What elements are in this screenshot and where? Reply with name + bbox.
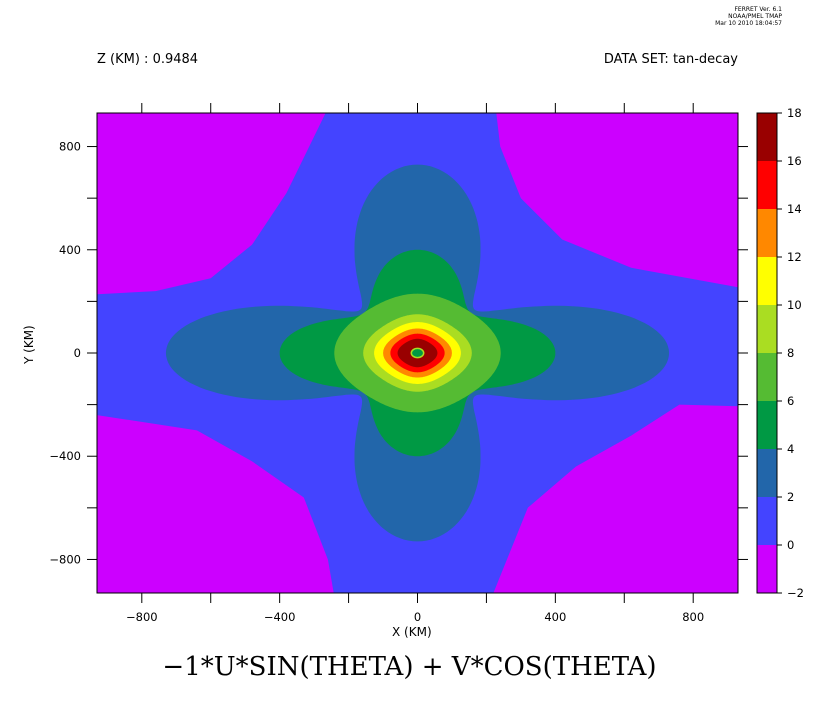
colorbar-label: 8 bbox=[787, 346, 794, 360]
colorbar-swatch bbox=[757, 257, 777, 305]
y-tick-label: 800 bbox=[59, 140, 81, 154]
colorbar-swatch bbox=[757, 161, 777, 209]
colorbar-swatch bbox=[757, 305, 777, 353]
colorbar-swatch bbox=[757, 401, 777, 449]
colorbar-label: 14 bbox=[787, 202, 802, 216]
colorbar-swatch bbox=[757, 497, 777, 545]
z-level-label: Z (KM) : 0.9484 bbox=[97, 52, 199, 67]
y-tick-label: −800 bbox=[49, 552, 81, 566]
x-tick-label: 0 bbox=[414, 610, 421, 624]
colorbar-label: 10 bbox=[787, 298, 802, 312]
ferret-version-stamp: FERRET Ver. 6.1 NOAA/PMEL TMAP Mar 10 20… bbox=[715, 6, 782, 27]
colorbar-label: −2 bbox=[787, 586, 804, 600]
x-tick-label: −800 bbox=[126, 610, 158, 624]
y-tick-label: −400 bbox=[49, 449, 81, 463]
y-tick-label: 0 bbox=[74, 346, 81, 360]
colorbar-label: 12 bbox=[787, 250, 802, 264]
plot-expression-title: −1*U*SIN(THETA) + V*COS(THETA) bbox=[162, 652, 657, 682]
version-line: NOAA/PMEL TMAP bbox=[728, 13, 782, 20]
colorbar-label: 4 bbox=[787, 442, 794, 456]
x-tick-label: 800 bbox=[682, 610, 704, 624]
x-axis-label: X (KM) bbox=[392, 625, 432, 639]
dataset-label: DATA SET: tan-decay bbox=[603, 52, 738, 67]
colorbar-swatch bbox=[757, 353, 777, 401]
x-tick-label: 400 bbox=[544, 610, 566, 624]
center-core bbox=[410, 347, 425, 359]
axes: −800 −400 0 400 800 800 400 0 −400 −800 bbox=[49, 103, 748, 624]
version-line: FERRET Ver. 6.1 bbox=[734, 6, 782, 13]
contour-field bbox=[97, 113, 738, 593]
colorbar-label: 2 bbox=[787, 490, 794, 504]
x-tick-label: −400 bbox=[264, 610, 296, 624]
colorbar-label: 0 bbox=[787, 538, 794, 552]
colorbar-label: 18 bbox=[787, 106, 802, 120]
y-tick-label: 400 bbox=[59, 243, 81, 257]
colorbar-swatch bbox=[757, 113, 777, 161]
colorbar-swatch bbox=[757, 545, 777, 593]
colorbar-swatch bbox=[757, 449, 777, 497]
colorbar: 18 16 14 12 10 8 6 4 2 0 −2 bbox=[756, 106, 804, 600]
y-axis-label: Y (KM) bbox=[22, 325, 36, 364]
colorbar-label: 16 bbox=[787, 154, 802, 168]
version-line: Mar 10 2010 18:04:57 bbox=[715, 20, 782, 27]
colorbar-swatch bbox=[757, 209, 777, 257]
colorbar-label: 6 bbox=[787, 394, 794, 408]
